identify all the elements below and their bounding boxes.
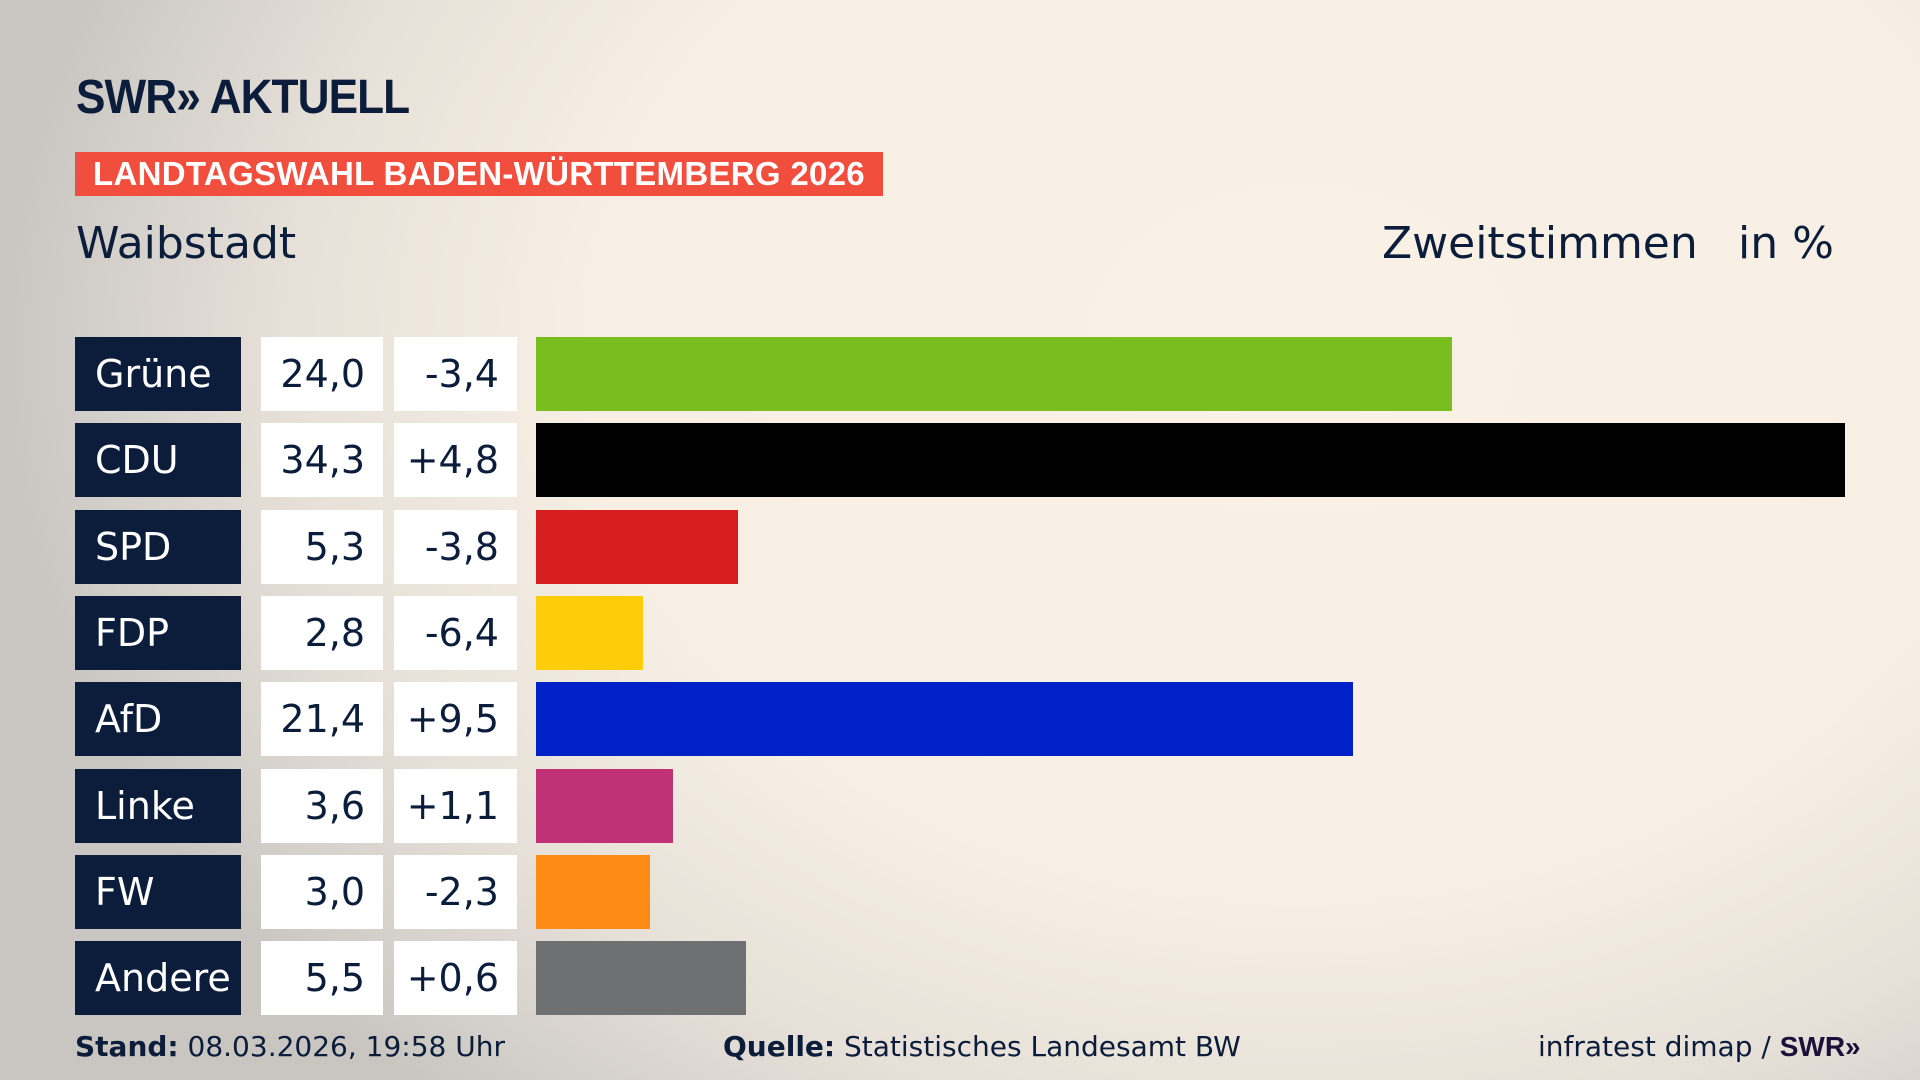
bar <box>536 595 643 670</box>
value-label: 3,6 <box>261 768 383 843</box>
party-label: Linke <box>75 768 241 843</box>
value-label: 2,8 <box>261 595 383 670</box>
stand-label: Stand: <box>75 1030 179 1063</box>
bar <box>536 854 651 929</box>
bar <box>536 682 1353 757</box>
change-label: -2,3 <box>394 854 517 929</box>
credit: infratest dimap / SWR» <box>1538 1030 1861 1063</box>
party-label: Grüne <box>75 337 241 411</box>
party-label: Andere <box>75 941 241 1016</box>
source: Quelle: Statistisches Landesamt BW <box>723 1030 1241 1063</box>
unit-label: in % <box>1738 218 1834 269</box>
change-label: -3,4 <box>394 337 517 411</box>
change-label: +1,1 <box>394 768 517 843</box>
bar <box>536 768 674 843</box>
bar <box>536 941 746 1016</box>
party-label: FDP <box>75 595 241 670</box>
source-label: Quelle: <box>723 1030 836 1063</box>
value-label: 21,4 <box>261 682 383 757</box>
source-value: Statistisches Landesamt BW <box>844 1030 1241 1063</box>
credit-text: infratest dimap / <box>1538 1030 1771 1063</box>
timestamp: Stand: 08.03.2026, 19:58 Uhr <box>75 1030 505 1063</box>
change-label: +9,5 <box>394 682 517 757</box>
value-label: 5,5 <box>261 941 383 1016</box>
bar <box>536 423 1845 498</box>
value-label: 24,0 <box>261 337 383 411</box>
party-label: FW <box>75 854 241 929</box>
measure-label: Zweitstimmen <box>1382 218 1698 269</box>
stand-value: 08.03.2026, 19:58 Uhr <box>187 1030 505 1063</box>
swr-aktuell-logo: SWR» AKTUELL <box>76 71 410 124</box>
swr-logo: SWR» <box>1779 1031 1861 1062</box>
change-label: +4,8 <box>394 423 517 498</box>
bar <box>536 509 739 584</box>
party-label: AfD <box>75 682 241 757</box>
party-label: SPD <box>75 509 241 584</box>
value-label: 3,0 <box>261 854 383 929</box>
election-banner: LANDTAGSWAHL BADEN-WÜRTTEMBERG 2026 <box>75 152 883 196</box>
change-label: -3,8 <box>394 509 517 584</box>
party-label: CDU <box>75 423 241 498</box>
value-label: 5,3 <box>261 509 383 584</box>
value-label: 34,3 <box>261 423 383 498</box>
place-title: Waibstadt <box>76 218 297 269</box>
change-label: -6,4 <box>394 595 517 670</box>
bar <box>536 337 1452 411</box>
change-label: +0,6 <box>394 941 517 1016</box>
